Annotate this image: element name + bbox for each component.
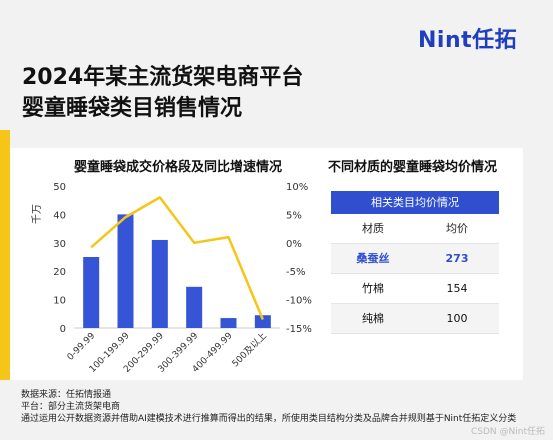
table-row: 纯棉 100: [331, 304, 499, 334]
y-left-tick-label: 40: [53, 210, 66, 221]
yellow-accent-bar: [0, 130, 10, 380]
col-material: 材质: [362, 222, 384, 235]
bar: [151, 239, 168, 328]
table-title: 不同材质的婴童睡袋均价情况: [327, 160, 497, 175]
row-price: 273: [445, 252, 469, 265]
footer-source: 数据来源：任拓情报通: [21, 390, 112, 400]
footer-method: 通过运用公开数据资源并借助AI建模技术进行推算而得出的结果，所使用类目结构分类及…: [21, 414, 517, 424]
growth-line: [90, 196, 264, 320]
footer-notes: 数据来源：任拓情报通 平台：部分主流货架电商 通过运用公开数据资源并借助AI建模…: [21, 389, 516, 425]
table-header: 相关类目均价情况: [331, 191, 499, 214]
row-material: 纯棉: [362, 312, 384, 325]
y-right-tick-label: -15%: [286, 324, 312, 335]
col-price: 均价: [446, 222, 468, 235]
page-title: 2024年某主流货架电商平台 婴童睡袋类目销售情况: [22, 62, 382, 124]
bar: [117, 214, 134, 328]
x-tick-label: 0-99.99: [66, 331, 98, 363]
y-left-tick-label: 50: [53, 182, 66, 193]
y-right-tick-label: -10%: [286, 296, 312, 307]
y-right-tick-label: 10%: [286, 182, 308, 193]
table-row: 桑蚕丝 273: [331, 244, 499, 274]
row-material: 桑蚕丝: [356, 252, 390, 265]
bar: [83, 257, 100, 328]
y-left-tick-label: 30: [53, 239, 66, 250]
table-row: 竹棉 154: [331, 274, 499, 304]
y-right-tick-label: 5%: [286, 210, 302, 221]
title-line-1: 2024年某主流货架电商平台: [22, 65, 304, 90]
table-column-header: 材质 均价: [331, 214, 499, 244]
price-table: 相关类目均价情况 材质 均价 桑蚕丝 273 竹棉 154 纯棉 100: [331, 191, 499, 334]
y-right-tick-label: -5%: [286, 267, 305, 278]
footer-platform: 平台：部分主流货架电商: [21, 402, 121, 412]
y-left-tick-label: 10: [53, 296, 66, 307]
title-line-2: 婴童睡袋类目销售情况: [22, 96, 243, 121]
row-price: 154: [446, 282, 468, 295]
y-left-tick-label: 20: [53, 267, 66, 278]
row-material: 竹棉: [362, 282, 384, 295]
bar: [220, 318, 237, 328]
y-left-tick-label: 0: [60, 324, 66, 335]
y-axis-label: 千万: [31, 204, 43, 224]
chart-title: 婴童睡袋成交价格段及同比增速情况: [73, 160, 282, 175]
watermark: CSDN @Nint任拓: [471, 427, 545, 437]
x-tick-label: 500及以上: [230, 330, 269, 369]
brand-logo: Nint任拓: [418, 28, 518, 53]
y-right-tick-label: 0%: [286, 239, 302, 250]
bar: [254, 315, 271, 328]
bar: [186, 286, 203, 328]
row-price: 100: [446, 312, 468, 325]
